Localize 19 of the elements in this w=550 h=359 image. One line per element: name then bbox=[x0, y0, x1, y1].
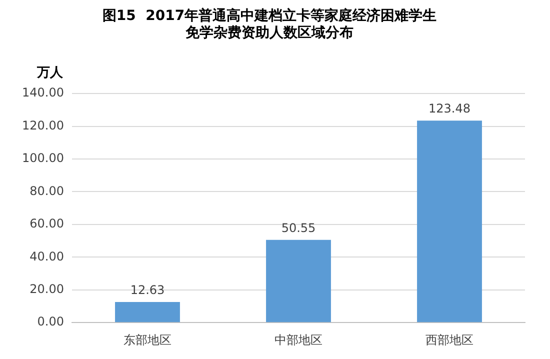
bar bbox=[266, 240, 331, 322]
x-tick-label: 东部地区 bbox=[123, 332, 172, 347]
y-tick-label: 40.00 bbox=[30, 249, 64, 264]
y-tick-label: 120.00 bbox=[22, 118, 64, 132]
x-tick-label: 中部地区 bbox=[274, 332, 322, 347]
y-tick-label: 60.00 bbox=[30, 216, 64, 231]
data-label: 50.55 bbox=[281, 221, 316, 236]
y-tick-label: 20.00 bbox=[30, 282, 64, 296]
data-label: 12.63 bbox=[130, 283, 165, 298]
bar bbox=[115, 302, 180, 322]
y-tick-label: 80.00 bbox=[30, 184, 64, 198]
chart-title: 图15 2017年普通高中建档立卡等家庭经济困难学生免学杂费资助人数区域分布 bbox=[102, 7, 437, 41]
x-tick-label: 西部地区 bbox=[426, 332, 474, 347]
y-tick-label: 0.00 bbox=[37, 314, 64, 329]
data-label: 123.48 bbox=[428, 102, 470, 116]
y-axis-title: 万人 bbox=[36, 65, 64, 80]
y-tick-label: 140.00 bbox=[22, 86, 64, 100]
bar bbox=[417, 120, 482, 322]
y-tick-label: 100.00 bbox=[22, 151, 64, 166]
